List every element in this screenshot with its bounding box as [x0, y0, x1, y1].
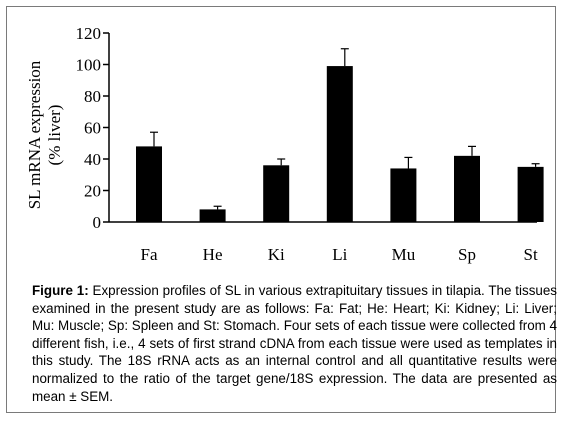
bar-li — [326, 66, 353, 222]
bar-chart: SL mRNA expression (% liver) 0 20 40 60 80 10… — [25, 24, 544, 264]
figure-frame: SL mRNA expression (% liver) 0 20 40 60 80 10… — [6, 6, 557, 413]
y-tick-label: 100 — [76, 56, 102, 75]
y-axis-label: SL mRNA expression (% liver) — [25, 60, 64, 209]
bar-he — [199, 209, 226, 222]
x-tick-label-ki: Ki — [268, 245, 285, 264]
x-tick-label-mu: Mu — [392, 245, 416, 264]
y-axis-label-line2: (% liver) — [45, 105, 64, 166]
y-tick-label: 120 — [76, 24, 102, 43]
x-tick-label-he: He — [203, 245, 223, 264]
y-tick-label: 20 — [84, 182, 101, 201]
x-tick-label-st: St — [524, 245, 538, 264]
y-axis-label-line1: SL mRNA expression — [25, 60, 44, 209]
x-tick-label-sp: Sp — [458, 245, 476, 264]
bar-mu — [390, 168, 417, 222]
y-tick-label: 40 — [84, 150, 101, 169]
figure-caption: Figure 1: Expression profiles of SL in v… — [32, 282, 557, 405]
caption-label: Figure 1: — [32, 283, 89, 298]
y-tick-label: 60 — [84, 119, 101, 138]
x-tick-labels: Fa He Ki Li Mu Sp St — [141, 245, 538, 264]
y-ticks: 0 20 40 60 80 100 120 — [76, 24, 109, 232]
bar-st — [517, 166, 544, 222]
bar-fa — [136, 146, 162, 222]
x-tick-label-li: Li — [332, 245, 347, 264]
caption-text: Expression profiles of SL in various ext… — [32, 283, 557, 404]
x-tick-label-fa: Fa — [141, 245, 158, 264]
y-tick-label: 80 — [84, 87, 101, 106]
bar-sp — [454, 155, 480, 222]
y-tick-label: 0 — [93, 213, 102, 232]
bar-ki — [263, 165, 290, 222]
bars — [136, 48, 544, 222]
